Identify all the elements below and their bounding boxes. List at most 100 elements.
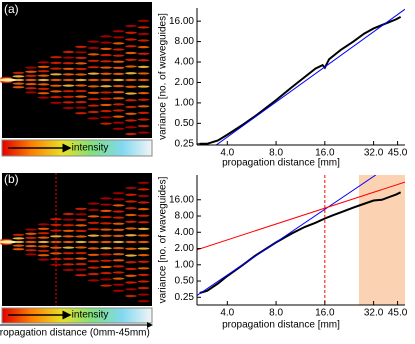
beam <box>37 245 50 248</box>
beam <box>75 45 87 48</box>
beam <box>87 240 100 244</box>
beam <box>100 228 112 231</box>
beam <box>62 78 75 82</box>
beam <box>62 67 75 70</box>
beam <box>75 106 87 109</box>
beam <box>37 87 50 90</box>
series-line <box>215 8 405 145</box>
beam <box>125 294 137 298</box>
beam <box>87 266 100 269</box>
beam <box>100 66 112 69</box>
beam <box>125 119 137 122</box>
beam <box>125 227 137 230</box>
beam <box>37 96 50 99</box>
beam <box>100 222 112 225</box>
colorbar-label: intensity <box>72 143 109 154</box>
beam <box>62 246 75 249</box>
beam <box>137 72 150 75</box>
beam <box>137 227 150 230</box>
beam <box>125 274 137 277</box>
beam <box>125 234 137 237</box>
beam <box>62 263 75 266</box>
beam <box>75 51 87 54</box>
x-tick-label: 16.0 <box>315 308 335 319</box>
beam <box>75 224 87 227</box>
beam <box>50 73 62 76</box>
beam <box>50 263 62 266</box>
x-tick-label: 32.0 <box>364 308 384 319</box>
beam <box>37 61 50 64</box>
beam <box>112 265 125 268</box>
beam <box>87 46 100 50</box>
beam <box>125 247 137 250</box>
beam <box>87 208 100 212</box>
colorbar-label: intensity <box>72 310 109 321</box>
beam <box>112 247 125 250</box>
beam <box>137 247 150 250</box>
beam <box>125 220 137 223</box>
beam <box>137 105 150 108</box>
beam <box>100 35 112 38</box>
beam <box>137 260 150 263</box>
y-tick-label: 16.00 <box>169 194 194 205</box>
beam <box>100 116 112 119</box>
beam <box>37 83 50 86</box>
beam <box>125 38 137 41</box>
beam <box>75 218 87 221</box>
y-tick-label: 0.25 <box>175 138 195 149</box>
beam <box>75 207 87 210</box>
beam <box>137 98 150 101</box>
beam <box>137 19 150 22</box>
beam <box>37 258 50 261</box>
beam <box>125 51 137 55</box>
beam <box>37 249 50 252</box>
beam <box>100 284 112 287</box>
beam <box>125 85 137 88</box>
y-tick-label: 2.00 <box>175 77 195 88</box>
y-tick-label: 8.00 <box>175 211 195 222</box>
beam <box>37 240 50 244</box>
beam <box>137 280 150 283</box>
beam <box>75 229 87 233</box>
beam <box>75 246 87 249</box>
beam <box>112 121 125 124</box>
beam <box>25 83 37 86</box>
beam <box>125 92 137 95</box>
beam <box>125 65 137 68</box>
beam <box>62 95 75 98</box>
beam <box>75 95 87 98</box>
beam <box>50 96 62 99</box>
beam <box>62 50 75 54</box>
beam <box>50 78 62 82</box>
beam <box>125 24 137 28</box>
beam <box>62 240 75 244</box>
x-tick-label: 8.0 <box>269 148 283 159</box>
beam <box>62 212 75 216</box>
beam <box>37 254 50 257</box>
beam <box>0 240 16 244</box>
beam <box>137 221 150 224</box>
beam <box>50 56 62 59</box>
intensity-images <box>0 2 152 306</box>
beam <box>87 91 100 94</box>
beam <box>75 240 87 244</box>
beam <box>100 85 112 88</box>
beam <box>50 258 62 261</box>
beam <box>137 111 150 114</box>
beam <box>87 272 100 276</box>
beam <box>112 289 125 292</box>
beam <box>137 214 150 217</box>
beam <box>112 72 125 75</box>
beam <box>125 105 137 109</box>
beam <box>37 70 50 73</box>
beam <box>37 74 50 77</box>
panel-label: (a) <box>4 2 19 16</box>
beam <box>37 78 50 82</box>
y-tick-label: 8.00 <box>175 36 195 47</box>
beam <box>125 186 137 190</box>
beam <box>112 42 125 45</box>
beam <box>125 207 137 210</box>
beam <box>112 109 125 112</box>
beam <box>137 188 150 191</box>
beam <box>75 89 87 93</box>
